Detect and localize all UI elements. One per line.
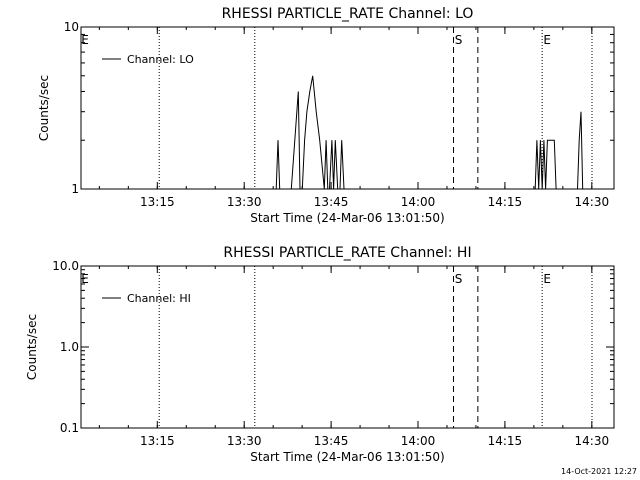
event-marker-label: E: [543, 272, 551, 286]
x-tick-label: 13:15: [140, 195, 175, 209]
legend-label: Channel: LO: [127, 53, 194, 66]
event-marker-label: S: [455, 272, 463, 286]
y-tick-label: 10.0: [52, 259, 79, 273]
chart-title: RHESSI PARTICLE_RATE Channel: HI: [223, 245, 471, 261]
x-tick-label: 14:15: [488, 195, 523, 209]
x-tick-label: 14:15: [488, 434, 523, 448]
y-tick-label: 1.0: [60, 340, 79, 354]
legend-label: Channel: HI: [127, 292, 191, 305]
x-tick-label: 13:15: [140, 434, 175, 448]
x-tick-label: 14:30: [575, 434, 610, 448]
x-tick-label: 14:00: [401, 195, 436, 209]
chart-panel-lo: RHESSI PARTICLE_RATE Channel: LO 13:15 13:…: [37, 6, 615, 225]
x-tick-label: 13:30: [227, 195, 262, 209]
plot-frame: [80, 265, 615, 429]
x-axis-label: Start Time (24-Mar-06 13:01:50): [250, 211, 444, 225]
event-marker-label: E: [81, 33, 89, 47]
chart-panel-hi: RHESSI PARTICLE_RATE Channel: HI 13:15 13:…: [25, 245, 615, 464]
x-tick-label: 13:45: [314, 434, 349, 448]
chart-title: RHESSI PARTICLE_RATE Channel: LO: [222, 6, 474, 22]
y-tick-label: 10: [64, 20, 79, 34]
y-axis-label: Counts/sec: [37, 75, 51, 141]
x-tick-label: 14:00: [401, 434, 436, 448]
x-tick-label: 13:45: [314, 195, 349, 209]
x-axis-label: Start Time (24-Mar-06 13:01:50): [250, 450, 444, 464]
generation-timestamp: 14-Oct-2021 12:27: [561, 467, 637, 476]
plot-frame: [80, 26, 615, 190]
x-tick-label: 13:30: [227, 434, 262, 448]
event-marker-label: S: [455, 33, 463, 47]
y-tick-label: 1: [71, 182, 79, 196]
y-tick-label: 0.1: [60, 421, 79, 435]
event-marker-label: E: [543, 33, 551, 47]
x-tick-label: 14:30: [575, 195, 610, 209]
series-line: [156, 75, 614, 190]
event-marker-label: E: [81, 272, 89, 286]
y-axis-label: Counts/sec: [25, 314, 39, 380]
